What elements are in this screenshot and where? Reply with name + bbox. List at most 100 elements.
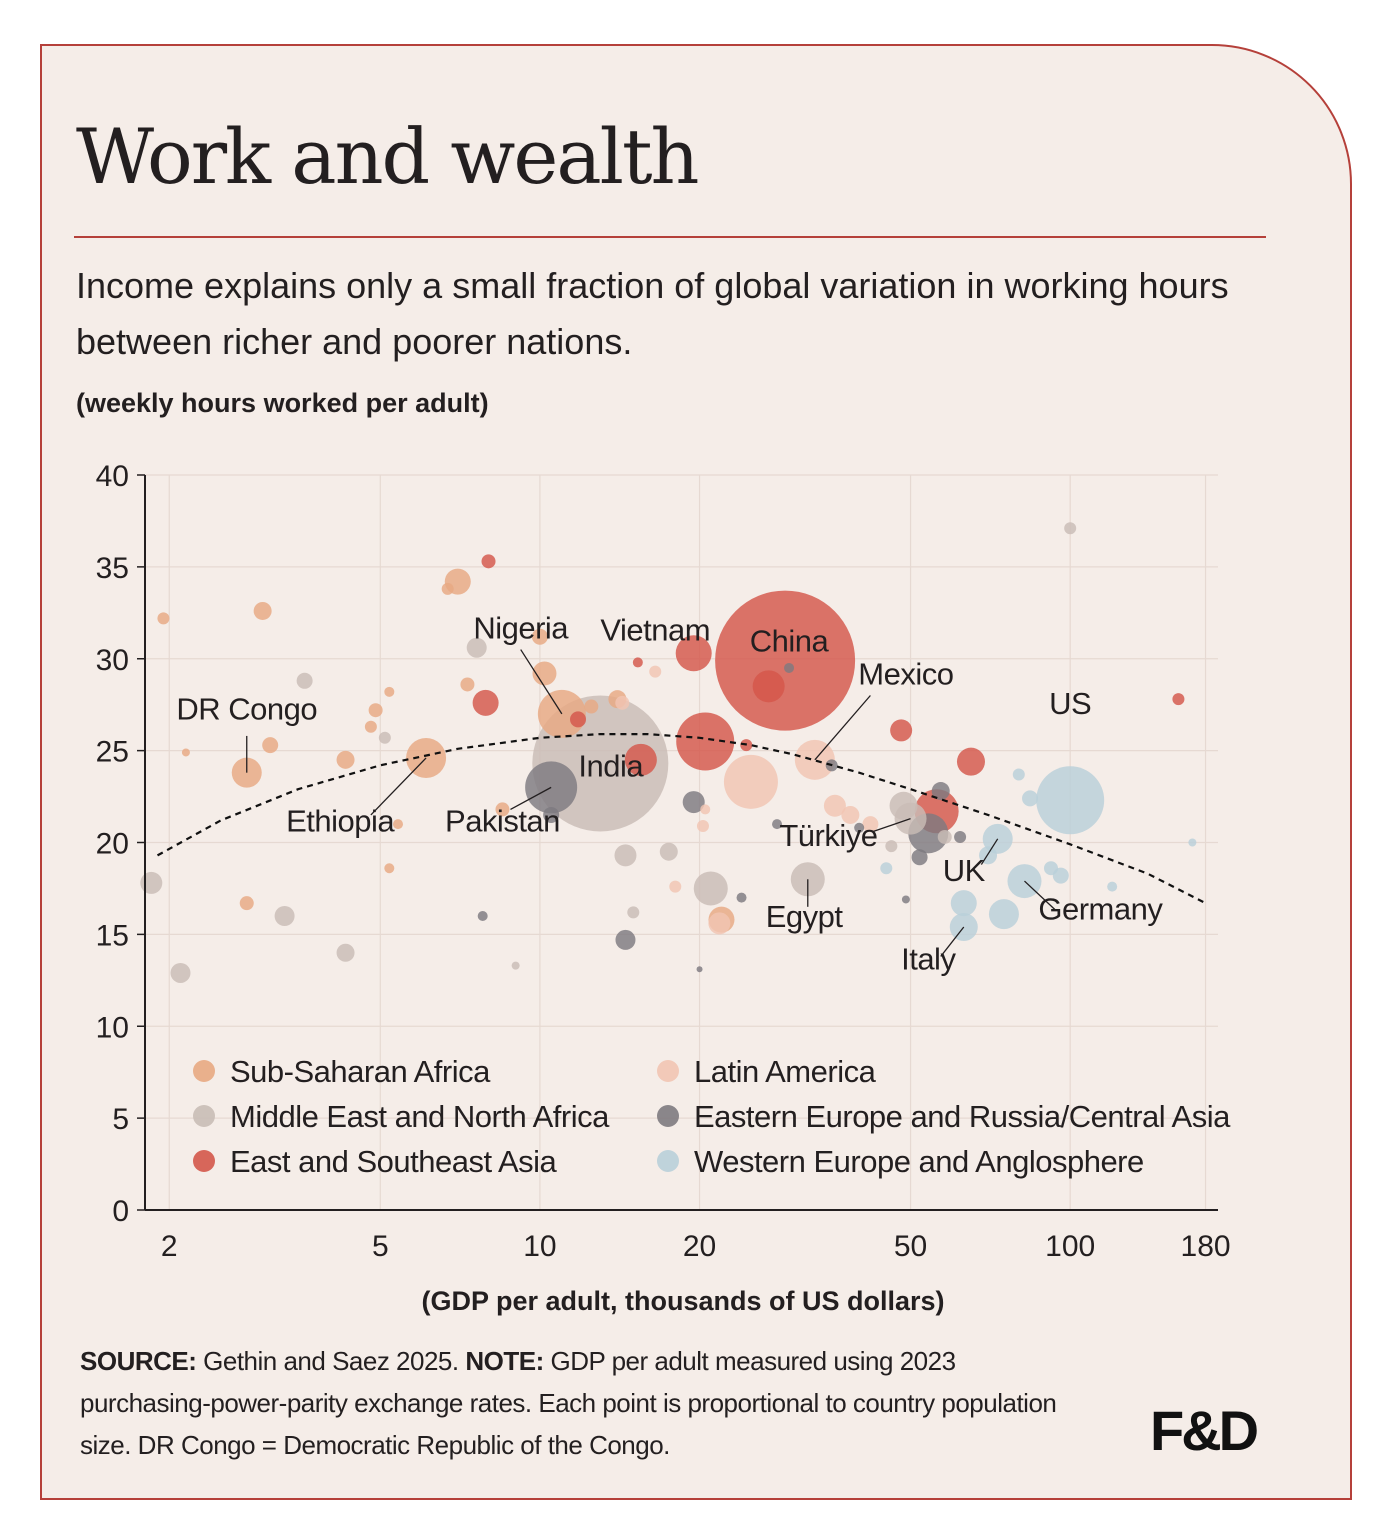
data-point [890,719,913,742]
data-point [682,791,705,814]
data-point [570,711,587,728]
data-point [384,686,395,697]
x-axis-label: (GDP per adult, thousands of US dollars) [421,1286,944,1316]
data-point [700,804,711,815]
data-point [1107,881,1118,892]
y-tick-label: 40 [96,460,129,493]
y-axis-unit-label: (weekly hours worked per adult) [76,388,489,418]
leader-line [1024,880,1057,911]
data-point [632,657,643,668]
chart-title: Work and wealth [76,112,699,201]
data-point [441,582,454,595]
data-point [772,819,783,830]
data-point [1064,522,1077,535]
fd-logo: F&D [1150,1399,1259,1462]
legend-label: Latin America [694,1054,877,1089]
data-point [954,830,967,843]
chart-subtitle: Income explains only a small fraction of… [76,265,1229,362]
label-t-rkiye: Türkiye [779,818,877,853]
source-label: SOURCE: [80,1346,197,1376]
data-point [336,943,355,962]
data-point [988,899,1019,930]
data-point [584,699,599,714]
data-point [937,829,952,844]
note-label: NOTE: [465,1346,544,1376]
y-tick-label: 30 [96,644,129,677]
data-point [481,554,496,569]
x-tick-label: 50 [894,1230,927,1263]
data-point [511,961,520,970]
data-point [615,695,630,710]
x-tick-label: 2 [161,1230,178,1263]
data-point [336,750,355,769]
data-point [477,911,488,921]
legend-label: East and Southeast Asia [230,1144,558,1179]
point-vietnam [675,635,712,672]
trend-line [156,733,1206,905]
data-point [368,703,383,718]
leader-line [370,757,427,816]
data-point [239,896,254,911]
legend-swatch [193,1150,215,1172]
data-point [784,662,795,673]
data-point [274,906,295,926]
label-egypt: Egypt [766,899,844,934]
leader-line [872,817,911,833]
x-tick-label: 10 [523,1230,556,1263]
data-point [931,782,950,801]
label-dr-congo: DR Congo [176,691,317,726]
data-point [627,906,640,919]
label-nigeria: Nigeria [473,611,569,646]
label-germany: Germany [1038,892,1163,927]
legend-swatch [193,1105,215,1127]
label-mexico: Mexico [858,656,953,691]
label-india: India [578,748,644,783]
data-point [1043,861,1058,876]
data-point [880,862,893,875]
data-point [262,737,279,754]
label-pakistan: Pakistan [445,803,560,838]
data-point [696,966,703,973]
annotation-labels: Nigeria Vietnam China Mexico US DR Congo India… [176,611,1163,977]
data-point [696,819,709,832]
data-point [615,929,636,950]
data-point [253,601,272,620]
data-point [736,892,747,903]
legend: Sub-Saharan Africa Latin America Middle Ea… [193,1054,1232,1179]
y-tick-label: 25 [96,736,129,769]
x-tick-label: 20 [683,1230,716,1263]
leader-line [520,649,563,715]
label-italy: Italy [901,941,956,976]
title-divider [74,236,1266,238]
data-point [364,720,377,733]
legend-swatch [657,1060,679,1082]
y-tick-label: 10 [96,1011,129,1044]
grid [145,474,1218,1210]
label-ethiopia: Ethiopia [286,803,395,838]
data-point [472,689,499,716]
data-point [854,822,865,833]
legend-swatch [657,1150,679,1172]
source-text: Gethin and Saez 2025. [203,1346,459,1376]
data-point [1172,693,1185,706]
y-tick-label: 0 [112,1195,129,1228]
data-point [708,912,731,935]
data-point [950,890,977,917]
data-point [157,612,170,625]
leader-line [814,695,871,761]
data-point [823,794,846,817]
data-point [614,844,637,867]
y-tick-label: 5 [112,1103,129,1136]
data-point [862,816,879,833]
data-point [1012,768,1025,781]
leader-line [510,786,552,810]
data-point [911,849,928,866]
data-point [495,802,510,817]
data-point [901,895,910,904]
data-point [624,743,657,776]
data-point [889,791,918,820]
data-point [531,628,548,645]
data-point [170,962,191,983]
